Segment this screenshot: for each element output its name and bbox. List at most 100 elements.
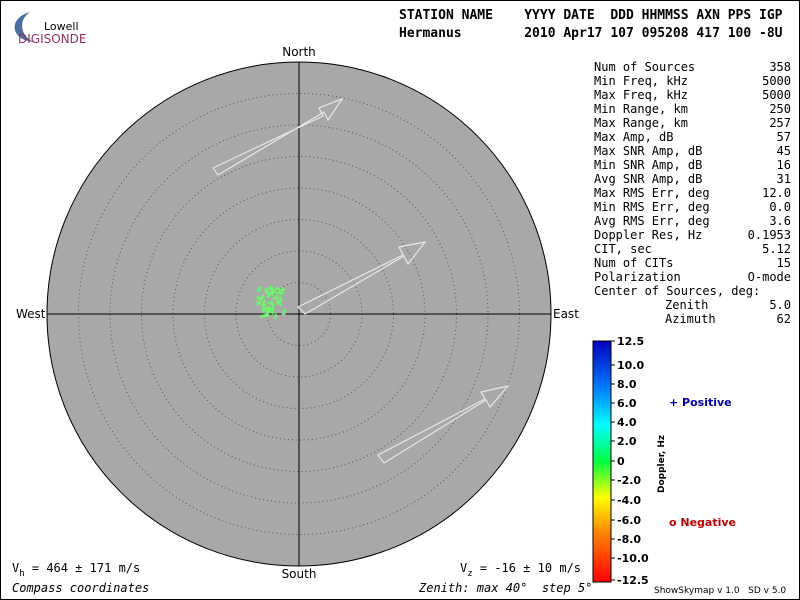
source-marker [270,310,275,315]
colorbar-tick-label: -6.0 [617,514,641,527]
source-marker [275,294,280,299]
stat-label: Avg SNR Amp, dB [594,172,702,186]
stat-label: Min Freq, kHz [594,74,688,88]
stat-value: 15 [777,256,791,270]
colorbar-tick-label: 4.0 [617,416,637,429]
source-marker [276,300,281,305]
source-marker [266,309,271,314]
source-marker [277,287,282,292]
colorbar-tick-label: 2.0 [617,435,637,448]
source-marker [278,291,283,296]
stat-value: 0.0 [769,200,791,214]
stat-value: 31 [777,172,791,186]
colorbar-tick-label: -12.5 [617,574,649,587]
stat-value: 358 [769,60,791,74]
compass-east: East [553,307,579,321]
source-marker [271,290,276,295]
stat-value: 3.6 [769,214,791,228]
vh-symbol: V [12,561,19,575]
colorbar-tick-label: 10.0 [617,359,644,372]
source-marker [261,302,266,307]
colorbar-tick-label: -2.0 [617,474,641,487]
arrow [296,241,427,315]
source-marker [269,307,274,312]
stat-value: 57 [777,130,791,144]
source-marker [266,301,271,306]
source-marker [280,287,285,292]
source-marker [262,299,267,304]
logo-bottom: DIGISONDE [18,32,86,46]
center-label: Zenith [665,298,708,312]
stat-label: Max Range, km [594,116,688,130]
source-marker [278,302,283,307]
vz-sub: z [467,569,472,579]
colorbar-tick-label: -8.0 [617,533,641,546]
source-marker [265,287,270,292]
source-marker [271,288,276,293]
sources [256,285,287,320]
stat-value: 5000 [762,74,791,88]
source-marker [266,306,271,311]
stat-label: Doppler Res, Hz [594,228,702,242]
center-value: 5.0 [769,298,791,312]
center-title: Center of Sources, deg: [594,284,760,298]
stat-label: Max Freq, kHz [594,88,688,102]
colorbar-tick-label: 0 [617,455,625,468]
colorbar-tick-label: -4.0 [617,494,641,507]
logo-top: Lowell [44,20,79,33]
source-marker [264,306,269,311]
source-marker [265,312,270,317]
arrow [212,97,344,176]
source-marker [269,299,274,304]
source-marker [257,301,262,306]
vz-text: Vz = -16 ± 10 m/s [460,561,581,579]
stat-label: CIT, sec [594,242,652,256]
vh-value: = 464 ± 171 m/s [25,561,141,575]
vz-symbol: V [460,561,467,575]
colorbar-tick-label: 6.0 [617,397,637,410]
stat-label: Num of CITs [594,256,673,270]
source-marker [271,295,276,300]
coords-label: Compass coordinates [12,581,149,595]
stat-value: 250 [769,102,791,116]
legend-negative: o Negative [669,516,736,529]
source-marker [271,303,276,308]
stat-label: Avg RMS Err, deg [594,214,710,228]
colorbar [592,340,612,583]
source-marker [259,295,264,300]
stat-label: Min RMS Err, deg [594,200,710,214]
stat-value: 0.1953 [748,228,791,242]
compass-west: West [16,307,46,321]
colorbar-tick-label: -10.0 [617,552,649,565]
source-marker [268,285,273,290]
center-label: Azimuth [665,312,716,326]
source-marker [266,294,271,299]
source-marker [282,308,287,313]
source-marker [264,289,269,294]
stat-label: Min SNR Amp, dB [594,158,702,172]
source-marker [274,286,279,291]
stat-value: 257 [769,116,791,130]
source-marker [256,288,261,293]
colorbar-tick-label: 12.5 [617,335,644,348]
stat-value: 5.12 [762,242,791,256]
vh-text: Vh = 464 ± 171 m/s [12,561,140,579]
stat-value: 5000 [762,88,791,102]
stat-value: 12.0 [762,186,791,200]
source-marker [281,311,286,316]
version-label: ShowSkymap v 1.0 SD v 5.0 [654,586,786,596]
source-marker [258,297,263,302]
stat-label: Polarization [594,270,681,284]
stat-label: Max SNR Amp, dB [594,144,702,158]
source-marker [273,312,278,317]
stat-label: Max RMS Err, deg [594,186,710,200]
stat-label: Min Range, km [594,102,688,116]
source-marker [278,298,283,303]
vz-value: = -16 ± 10 m/s [473,561,581,575]
source-marker [259,314,264,319]
arrows [212,97,510,464]
compass-south: South [282,567,317,581]
legend-positive: + Positive [669,396,732,409]
